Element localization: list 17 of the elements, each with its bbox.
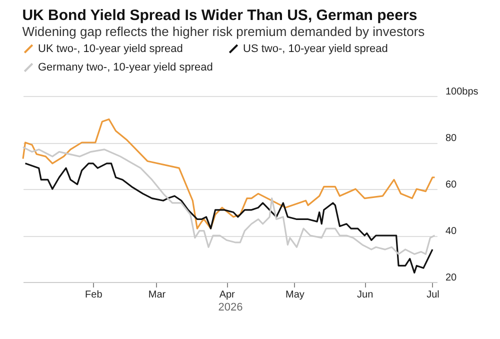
x-tick-label: Apr bbox=[219, 290, 236, 300]
x-axis-title: 2026 bbox=[218, 302, 243, 314]
x-tick-label: Jun bbox=[357, 290, 374, 300]
legend-label: UK two-, 10-year yield spread bbox=[38, 42, 183, 55]
chart-title: UK Bond Yield Spread Is Wider Than US, German peers bbox=[22, 7, 418, 24]
x-tick-label: Jul bbox=[426, 290, 440, 300]
y-tick-label: 20 bbox=[446, 272, 458, 284]
x-tick-label: Feb bbox=[85, 290, 103, 300]
x-tick-label: May bbox=[286, 290, 304, 300]
y-tick-label: 40 bbox=[446, 226, 458, 237]
y-tick-label: 60 bbox=[446, 180, 458, 190]
y-tick-label: 80 bbox=[446, 133, 458, 144]
legend-label: Germany two-, 10-year yield spread bbox=[38, 62, 213, 74]
y-tick-label: 100bps bbox=[446, 86, 478, 98]
legend-label: US two-, 10-year yield spread bbox=[243, 42, 388, 55]
x-tick-label: Mar bbox=[148, 290, 166, 300]
chart-subtitle: Widening gap reflects the higher risk premium demanded by investors bbox=[22, 24, 426, 39]
